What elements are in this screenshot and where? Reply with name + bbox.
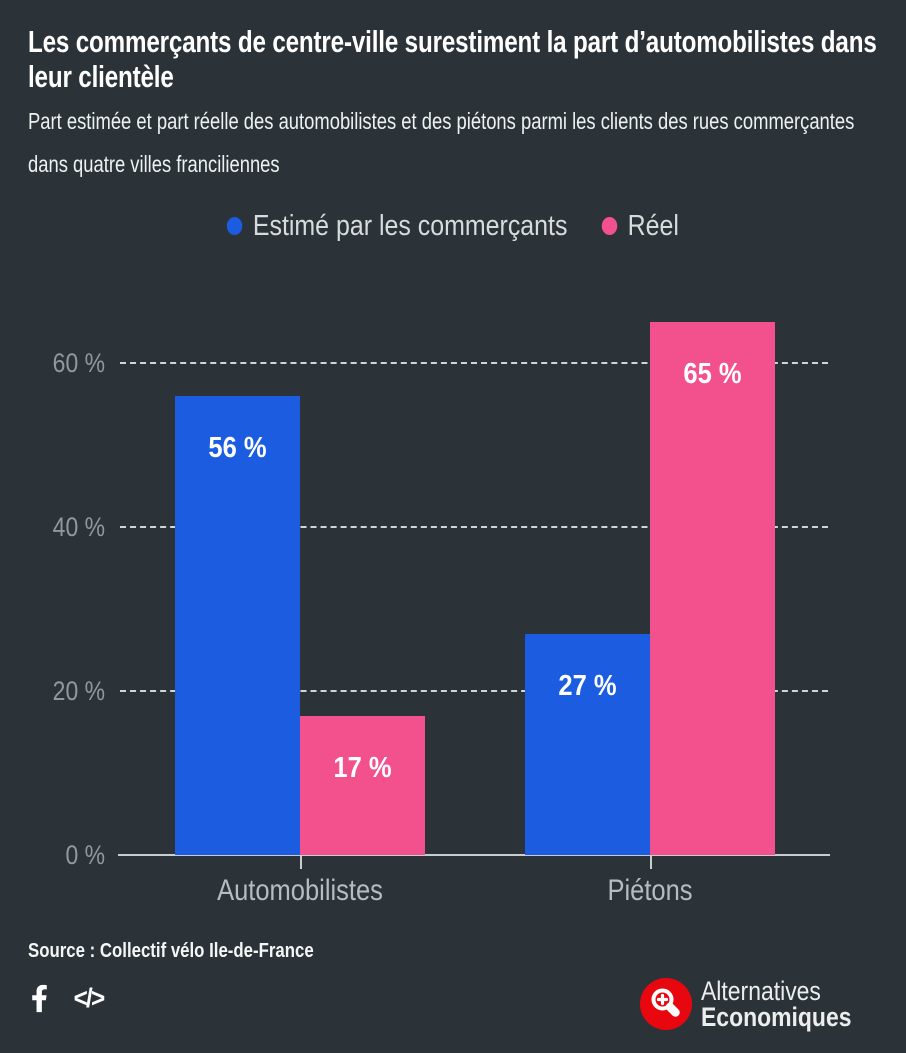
category-label: Piétons (607, 874, 693, 907)
gridline-60 (120, 362, 828, 364)
legend-dot-icon (227, 217, 243, 235)
bar-value-label: 65 % (683, 358, 742, 390)
bar-Piétons-estime: 27 % (525, 633, 650, 855)
bar-Piétons-reel: 65 % (650, 322, 775, 855)
legend-label: Estimé par les commerçants (252, 209, 568, 242)
logo-line1: Alternatives (700, 976, 821, 1006)
gridline-40 (120, 526, 828, 528)
bar-value-label: 17 % (333, 751, 392, 784)
legend: Estimé par les commerçants Réel (63, 205, 842, 247)
x-axis-line (118, 854, 830, 856)
magnifier-plus-icon (639, 978, 692, 1030)
gridline-20 (120, 690, 828, 692)
legend-item: Réel (601, 209, 679, 243)
logo-wordmark: Alternatives Economiques (700, 976, 852, 1032)
legend-dot-icon (601, 217, 618, 235)
x-axis-tick (300, 856, 302, 869)
y-axis-label: 20 % (52, 676, 105, 706)
embed-code-icon[interactable]: </> (73, 983, 106, 1013)
bar-value-label: 27 % (558, 669, 617, 702)
alternatives-economiques-logo[interactable]: Alternatives Economiques (639, 976, 878, 1032)
bar-Automobilistes-reel: 17 % (300, 715, 425, 855)
logo-line2: Economiques (700, 1002, 852, 1032)
facebook-icon[interactable] (31, 983, 48, 1014)
category-label: Automobilistes (217, 874, 383, 907)
bar-Automobilistes-estime: 56 % (175, 395, 300, 855)
legend-item: Estimé par les commerçants (227, 210, 567, 243)
chart-subtitle: Part estimée et part réelle des automobi… (28, 108, 855, 177)
bar-value-label: 56 % (208, 431, 267, 464)
chart-title: Les commerçants de centre-ville surestim… (28, 24, 877, 94)
share-buttons: </> (31, 983, 105, 1014)
legend-label: Réel (627, 209, 679, 242)
x-axis-tick (650, 856, 652, 869)
source-note: Source : Collectif vélo Ile-de-France (28, 940, 314, 962)
y-axis-label: 40 % (52, 512, 105, 542)
y-axis-label: 0 % (65, 840, 105, 870)
y-axis-label: 60 % (52, 348, 105, 378)
bar-chart: 0 % 20 % 40 % 60 % 56 % 27 % 17 % 65 % Automobil… (0, 300, 906, 940)
